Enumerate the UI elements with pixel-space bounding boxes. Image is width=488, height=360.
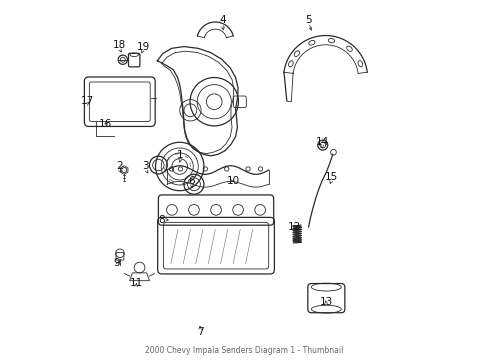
Text: 6: 6 [188, 176, 195, 186]
Text: 8: 8 [158, 215, 165, 225]
Text: 19: 19 [136, 41, 149, 51]
Text: 15: 15 [325, 172, 338, 182]
Text: 4: 4 [220, 15, 226, 25]
Text: 7: 7 [196, 327, 203, 337]
Text: 12: 12 [287, 222, 300, 232]
Text: 10: 10 [226, 176, 239, 186]
Text: 18: 18 [112, 40, 125, 50]
Text: 11: 11 [129, 278, 142, 288]
Text: 2000 Chevy Impala Senders Diagram 1 - Thumbnail: 2000 Chevy Impala Senders Diagram 1 - Th… [145, 346, 343, 355]
Text: 13: 13 [319, 297, 332, 307]
Text: 5: 5 [305, 15, 311, 25]
Text: 3: 3 [142, 162, 148, 171]
Text: 9: 9 [114, 257, 120, 267]
Text: 1: 1 [177, 150, 183, 160]
Text: 14: 14 [315, 136, 328, 147]
Text: 16: 16 [98, 119, 111, 129]
Text: 2: 2 [116, 162, 122, 171]
Text: 17: 17 [81, 96, 94, 106]
